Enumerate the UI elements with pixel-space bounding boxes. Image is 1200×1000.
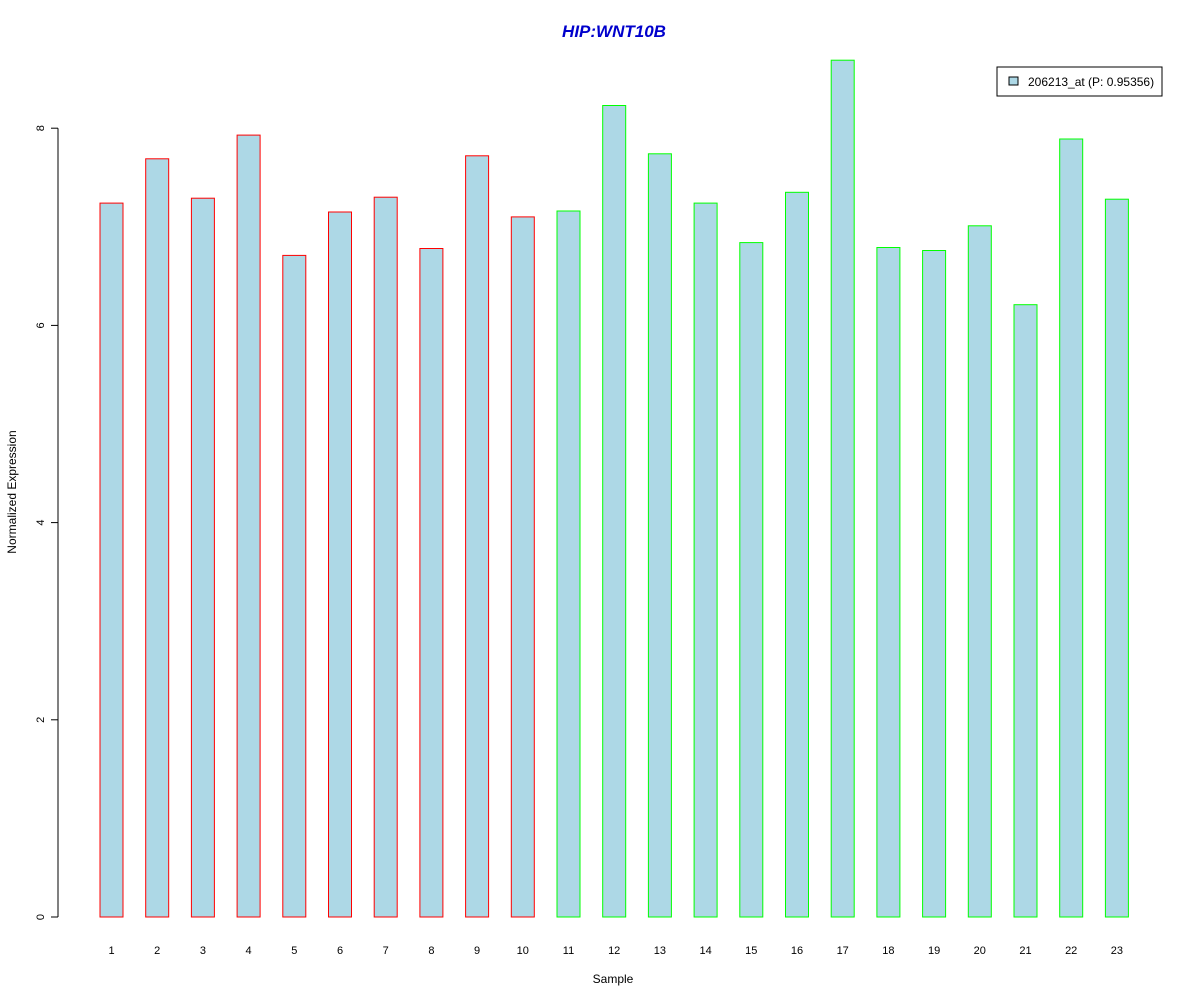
bar-sample-6 xyxy=(328,211,352,918)
y-tick-label: 0 xyxy=(35,914,47,920)
bar-sample-14 xyxy=(693,202,718,918)
chart-title: HIP:WNT10B xyxy=(562,22,666,41)
x-tick-label: 5 xyxy=(291,945,297,957)
x-tick-label: 23 xyxy=(1111,945,1123,957)
x-tick-label: 22 xyxy=(1065,945,1077,957)
bar-sample-9 xyxy=(465,155,490,918)
x-tick-label: 10 xyxy=(517,945,529,957)
x-tick-label: 18 xyxy=(882,945,894,957)
bar-sample-4 xyxy=(236,134,261,918)
x-tick-label: 2 xyxy=(154,945,160,957)
bar-sample-18 xyxy=(876,247,901,918)
x-tick-label: 8 xyxy=(428,945,434,957)
bar-sample-15 xyxy=(739,242,764,918)
bar-sample-22 xyxy=(1059,138,1084,918)
bar-sample-23 xyxy=(1104,198,1129,918)
x-tick-label: 11 xyxy=(563,945,574,957)
y-tick-label: 2 xyxy=(35,717,47,723)
bar-sample-12 xyxy=(602,105,627,918)
x-tick-label: 1 xyxy=(108,945,114,957)
y-tick-label: 4 xyxy=(35,520,47,526)
bar-sample-3 xyxy=(190,197,215,918)
bar-sample-11 xyxy=(556,210,581,918)
x-tick-label: 12 xyxy=(608,945,620,957)
legend-entry: 206213_at (P: 0.95356) xyxy=(1028,75,1154,89)
bar-sample-10 xyxy=(510,216,535,918)
x-tick-label: 19 xyxy=(928,945,940,957)
bar-sample-8 xyxy=(419,248,444,918)
y-axis: 0 2 4 6 8 xyxy=(35,125,59,920)
x-tick-label: 15 xyxy=(745,945,757,957)
y-axis-label: Normalized Expression xyxy=(5,430,19,553)
x-tick-label: 7 xyxy=(383,945,389,957)
x-tick-label: 20 xyxy=(974,945,986,957)
y-tick-label: 6 xyxy=(35,322,47,328)
bar-sample-17 xyxy=(830,59,855,918)
bar-sample-2 xyxy=(145,158,170,918)
x-tick-labels: 1 2 3 4 5 6 7 8 9 10 11 12 13 14 15 16 17 18 19 20 21 22 23 xyxy=(108,945,1123,957)
bar-sample-7 xyxy=(373,196,398,918)
bar-sample-16 xyxy=(785,191,809,918)
x-tick-label: 14 xyxy=(699,945,711,957)
x-axis-label: Sample xyxy=(593,972,634,986)
bar-sample-1 xyxy=(99,202,124,918)
x-tick-label: 3 xyxy=(200,945,206,957)
legend: 206213_at (P: 0.95356) xyxy=(996,66,1163,97)
bar-sample-19 xyxy=(922,250,947,918)
x-tick-label: 16 xyxy=(791,945,803,957)
x-tick-label: 17 xyxy=(837,945,849,957)
legend-swatch xyxy=(1008,76,1019,86)
bars xyxy=(99,59,1129,918)
bar-sample-21 xyxy=(1013,304,1038,918)
y-tick-label: 8 xyxy=(35,125,47,131)
legend-box xyxy=(996,66,1163,97)
bar-sample-20 xyxy=(967,225,992,918)
x-tick-label: 4 xyxy=(246,945,252,957)
x-tick-label: 13 xyxy=(654,945,666,957)
bar-sample-13 xyxy=(647,153,672,918)
bar-sample-5 xyxy=(282,254,307,918)
x-tick-label: 9 xyxy=(474,945,480,957)
x-tick-label: 21 xyxy=(1019,945,1031,957)
x-tick-label: 6 xyxy=(337,945,343,957)
